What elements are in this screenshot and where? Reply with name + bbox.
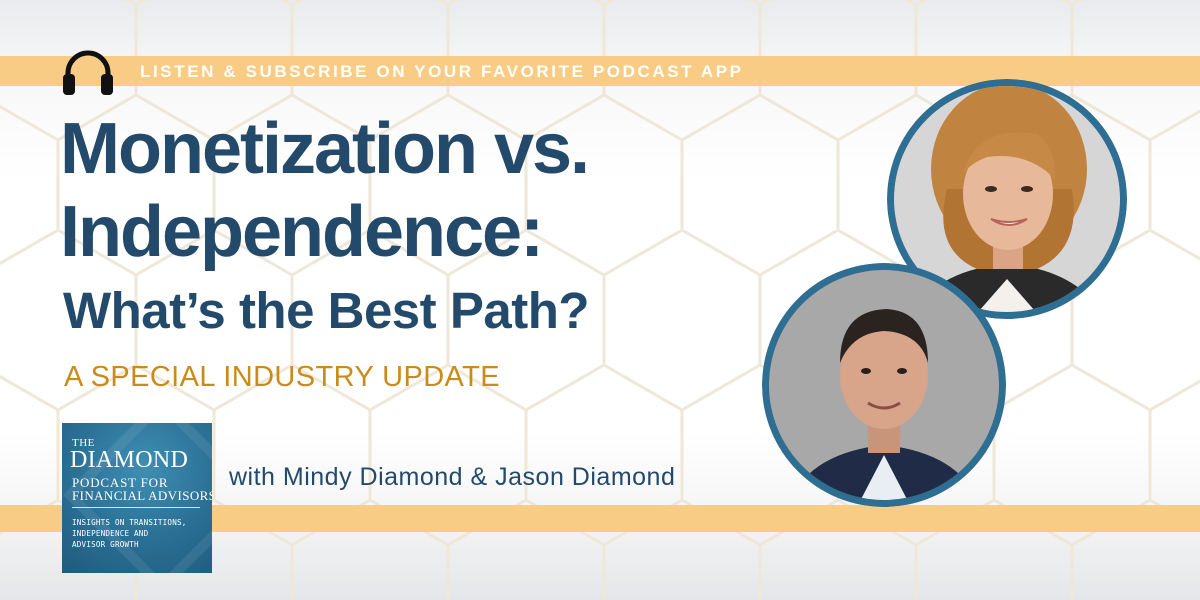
logo-podcast-line-2: FINANCIAL ADVISORS [72, 488, 212, 503]
subtitle: What’s the Best Path? [63, 282, 590, 339]
podcast-logo: THE DIAMOND PODCAST FOR FINANCIAL ADVISO… [62, 423, 212, 573]
logo-divider [72, 507, 200, 508]
headphones-icon [63, 50, 113, 95]
title-line-1: Monetization vs. [60, 109, 590, 189]
subscribe-callout: LISTEN & SUBSCRIBE ON YOUR FAVORITE PODC… [140, 62, 744, 81]
host-photo-mindy [887, 79, 1127, 319]
logo-tagline-line-2: INDEPENDENCE AND [72, 529, 149, 538]
logo-name: DIAMOND [70, 447, 189, 473]
logo-tagline-line-1: INSIGHTS ON TRANSITIONS, [72, 518, 187, 527]
hosts-line: with Mindy Diamond & Jason Diamond [229, 463, 676, 491]
kicker-text: A SPECIAL INDUSTRY UPDATE [64, 361, 500, 393]
logo-the: THE [72, 437, 95, 449]
title-line-2: Independence: [60, 192, 544, 272]
logo-tagline: INSIGHTS ON TRANSITIONS, INDEPENDENCE AN… [72, 517, 187, 550]
host-photo-jason [762, 263, 1006, 507]
logo-podcast-line-1: PODCAST FOR [72, 475, 169, 490]
logo-tagline-line-3: ADVISOR GROWTH [72, 540, 139, 549]
